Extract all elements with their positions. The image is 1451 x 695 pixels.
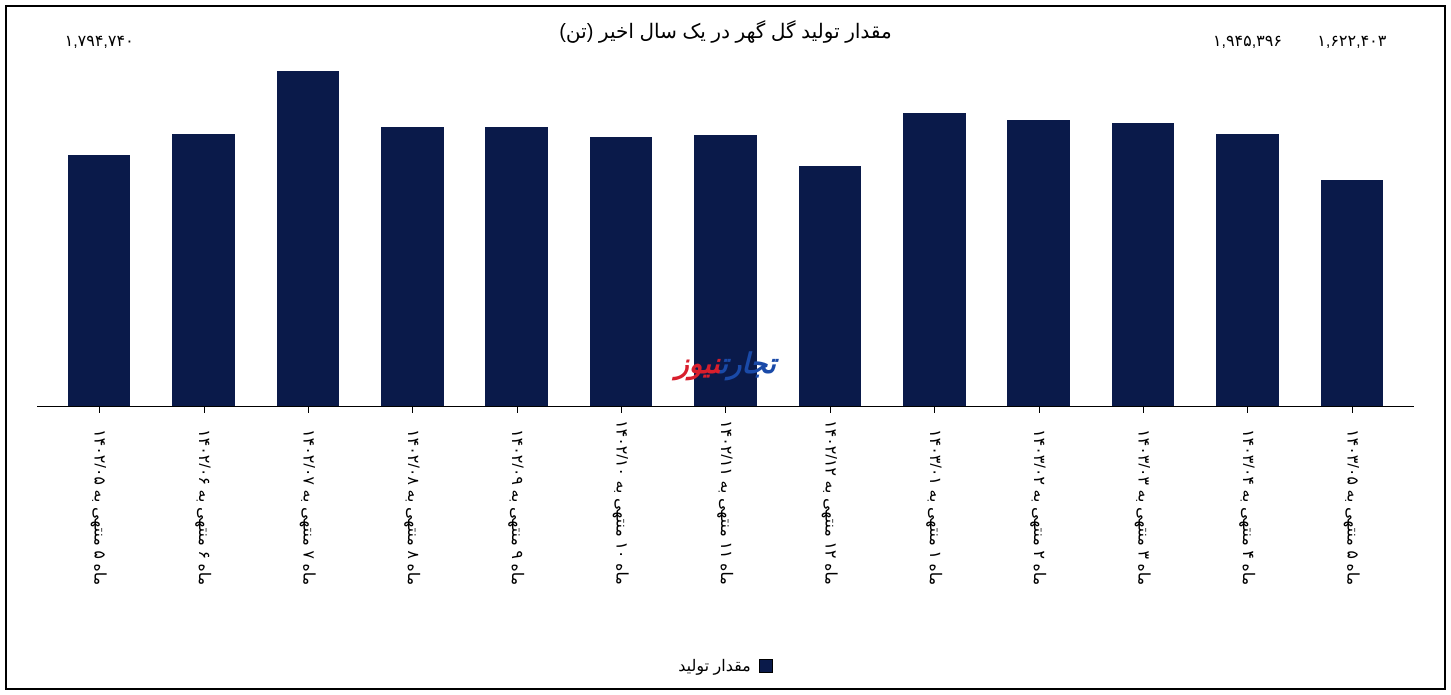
bar xyxy=(277,71,340,406)
x-tick xyxy=(830,407,831,413)
bar xyxy=(381,127,444,406)
x-label-slot: ماه ۱۰ منتهی به ۱۴۰۲/۱۰ xyxy=(569,412,673,585)
watermark-part1: تجارت xyxy=(720,348,776,379)
bar xyxy=(1321,180,1384,406)
bar xyxy=(172,134,235,406)
watermark-logo: تجارتنیوز xyxy=(675,347,776,380)
bar xyxy=(590,137,653,406)
x-tick xyxy=(1143,407,1144,413)
x-axis-label: ماه ۱ منتهی به ۱۴۰۳/۰۱ xyxy=(925,412,944,585)
x-label-slot: ماه ۲ منتهی به ۱۴۰۳/۰۲ xyxy=(986,412,1090,585)
bar xyxy=(68,155,131,406)
x-label-slot: ماه ۱۲ منتهی به ۱۴۰۲/۱۲ xyxy=(778,412,882,585)
bar-slot xyxy=(464,57,568,406)
x-tick xyxy=(621,407,622,413)
x-tick xyxy=(1352,407,1353,413)
x-axis-label: ماه ۱۰ منتهی به ۱۴۰۲/۱۰ xyxy=(612,412,631,585)
x-axis-label: ماه ۳ منتهی به ۱۴۰۳/۰۳ xyxy=(1134,412,1153,585)
bar-value-label: ۱,۷۹۴,۷۴۰ xyxy=(65,31,134,51)
x-label-slot: ماه ۷ منتهی به ۱۴۰۲/۰۷ xyxy=(256,412,360,585)
x-tick xyxy=(517,407,518,413)
x-tick xyxy=(1247,407,1248,413)
x-label-slot: ماه ۵ منتهی به ۱۴۰۲/۰۵ xyxy=(47,412,151,585)
x-axis-labels: ماه ۵ منتهی به ۱۴۰۲/۰۵ ماه ۶ منتهی به ۱۴۰… xyxy=(37,412,1414,585)
x-axis-label: ماه ۶ منتهی به ۱۴۰۲/۰۶ xyxy=(194,412,213,585)
x-tick xyxy=(1039,407,1040,413)
bar xyxy=(903,113,966,406)
x-axis-label: ماه ۲ منتهی به ۱۴۰۳/۰۲ xyxy=(1029,412,1048,585)
legend-label: مقدار تولید xyxy=(678,656,751,676)
x-label-slot: ماه ۱۱ منتهی به ۱۴۰۲/۱۱ xyxy=(673,412,777,585)
bar xyxy=(1112,123,1175,406)
x-label-slot: ماه ۵ منتهی به ۱۴۰۳/۰۵ xyxy=(1300,412,1404,585)
bar-slot xyxy=(778,57,882,406)
x-axis-label: ماه ۷ منتهی به ۱۴۰۲/۰۷ xyxy=(298,412,317,585)
x-label-slot: ماه ۸ منتهی به ۱۴۰۲/۰۸ xyxy=(360,412,464,585)
x-label-slot: ماه ۹ منتهی به ۱۴۰۲/۰۹ xyxy=(464,412,568,585)
bar-slot xyxy=(1091,57,1195,406)
x-axis-label: ماه ۴ منتهی به ۱۴۰۳/۰۴ xyxy=(1238,412,1257,585)
bar-slot: ۱,۶۲۲,۴۰۳ xyxy=(1300,57,1404,406)
bar-value-label: ۱,۶۲۲,۴۰۳ xyxy=(1317,31,1386,51)
bar-slot: ۱,۹۴۵,۳۹۶ xyxy=(1195,57,1299,406)
legend-swatch xyxy=(759,659,773,673)
x-label-slot: ماه ۶ منتهی به ۱۴۰۲/۰۶ xyxy=(151,412,255,585)
bar-slot: ۱,۷۹۴,۷۴۰ xyxy=(47,57,151,406)
watermark-part2: نیوز xyxy=(675,348,720,379)
x-tick xyxy=(204,407,205,413)
x-axis-label: ماه ۹ منتهی به ۱۴۰۲/۰۹ xyxy=(507,412,526,585)
x-axis-label: ماه ۸ منتهی به ۱۴۰۲/۰۸ xyxy=(403,412,422,585)
bar-slot xyxy=(151,57,255,406)
bar-slot xyxy=(882,57,986,406)
x-label-slot: ماه ۳ منتهی به ۱۴۰۳/۰۳ xyxy=(1091,412,1195,585)
x-axis-label: ماه ۵ منتهی به ۱۴۰۳/۰۵ xyxy=(1342,412,1361,585)
x-axis-label: ماه ۱۲ منتهی به ۱۴۰۲/۱۲ xyxy=(820,412,839,585)
x-tick xyxy=(99,407,100,413)
x-tick xyxy=(934,407,935,413)
bar xyxy=(799,166,862,406)
bar xyxy=(485,127,548,406)
x-label-slot: ماه ۱ منتهی به ۱۴۰۳/۰۱ xyxy=(882,412,986,585)
bar-slot xyxy=(986,57,1090,406)
legend: مقدار تولید xyxy=(7,656,1444,676)
x-tick xyxy=(308,407,309,413)
x-axis-label: ماه ۱۱ منتهی به ۱۴۰۲/۱۱ xyxy=(716,412,735,585)
bar xyxy=(1216,134,1279,406)
x-label-slot: ماه ۴ منتهی به ۱۴۰۳/۰۴ xyxy=(1195,412,1299,585)
x-tick xyxy=(725,407,726,413)
bar-slot xyxy=(360,57,464,406)
x-tick xyxy=(412,407,413,413)
bar-value-label: ۱,۹۴۵,۳۹۶ xyxy=(1213,31,1282,51)
chart-container: مقدار تولید گل گهر در یک سال اخیر (تن) ۱… xyxy=(5,5,1446,690)
bar-slot xyxy=(256,57,360,406)
bar xyxy=(1007,120,1070,406)
bar-slot xyxy=(569,57,673,406)
x-axis-label: ماه ۵ منتهی به ۱۴۰۲/۰۵ xyxy=(90,412,109,585)
